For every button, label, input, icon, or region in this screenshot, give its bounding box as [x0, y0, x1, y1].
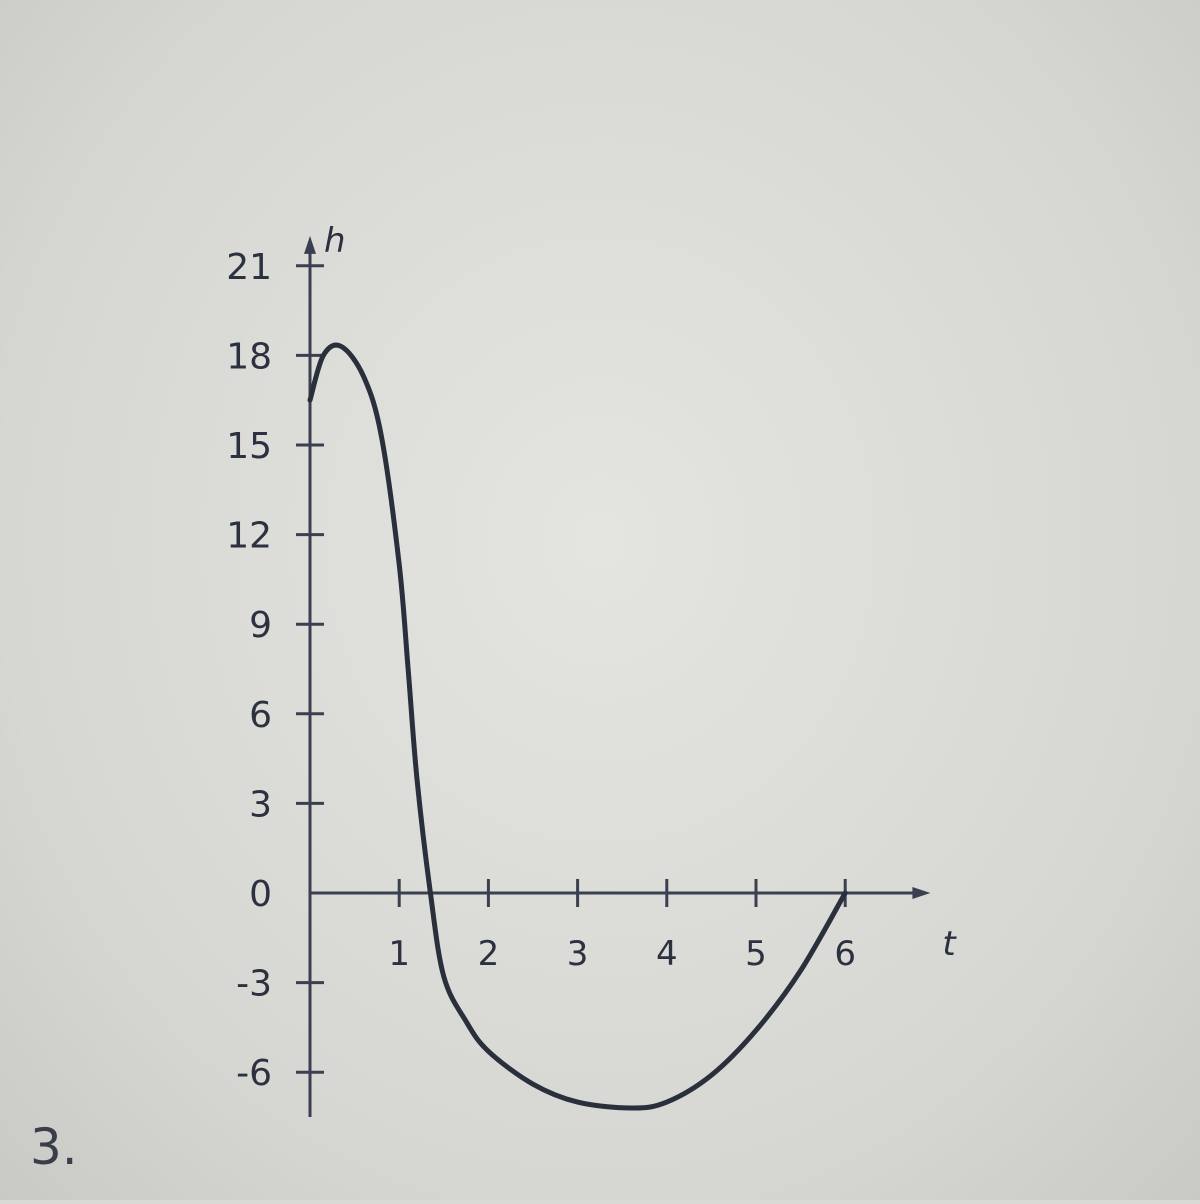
y-axis-arrow — [304, 235, 316, 254]
x-tick-label: 4 — [656, 934, 678, 974]
x-axis-label: t — [942, 924, 957, 964]
y-tick-label: 3 — [249, 784, 272, 825]
y-tick-label: 6 — [249, 695, 272, 736]
y-tick-label: -6 — [236, 1053, 272, 1094]
x-tick-label: 6 — [834, 934, 856, 974]
y-tick-label: 0 — [249, 874, 272, 915]
y-tick-label: 21 — [226, 247, 272, 288]
y-tick-label: -3 — [236, 964, 272, 1005]
function-curve — [307, 342, 848, 1111]
y-tick-label: 18 — [226, 336, 272, 377]
y-tick-label: 15 — [226, 426, 272, 467]
y-axis-label: h — [324, 221, 346, 261]
x-tick-label: 2 — [478, 934, 500, 974]
problem-number: 3. — [30, 1118, 78, 1176]
x-axis-arrow — [912, 887, 931, 899]
x-tick-label: 3 — [567, 934, 589, 974]
y-tick-label: 9 — [249, 605, 272, 646]
y-tick-label: 12 — [226, 516, 272, 557]
x-tick-label: 1 — [388, 934, 410, 974]
x-tick-label: 5 — [745, 934, 767, 974]
